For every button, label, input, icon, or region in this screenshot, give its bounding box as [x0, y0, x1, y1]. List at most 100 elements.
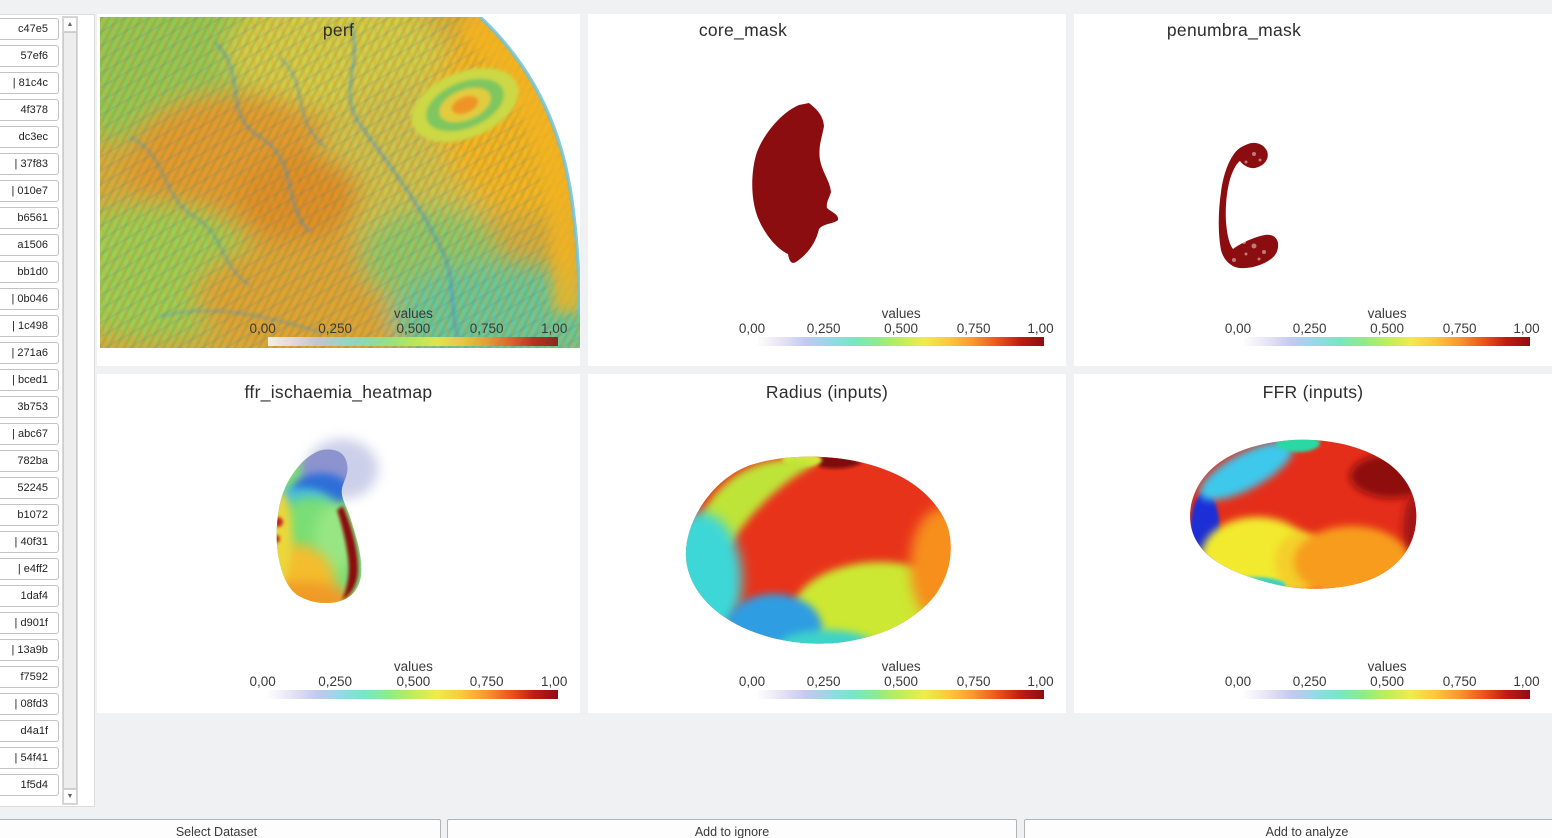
perf-render-view[interactable] [100, 17, 580, 348]
viz-panel-core-mask: core_mask values 0,00 0,250 0,500 0,750 1,00 [588, 14, 1066, 366]
color-scalebar: values 0,00 0,250 0,500 0,750 1,00 [739, 306, 1054, 346]
dataset-item[interactable]: | 37f83 [0, 153, 59, 175]
viz-panel-penumbra-mask: penumbra_mask values 0,00 0,250 0,500 0,750… [1074, 14, 1552, 366]
penumbra-mask-render-view[interactable] [1074, 14, 1552, 366]
viz-panel-radius-inputs: Radius (inputs) values 0,00 0,250 0,500 0,7… [588, 374, 1066, 713]
dataset-item[interactable]: 3b753 [0, 396, 59, 418]
viz-panel-perf: perf values 0,00 0,250 0,500 0,750 1,00 [97, 14, 580, 366]
scalebar-gradient [268, 337, 559, 346]
scalebar-tick: 0,750 [956, 674, 991, 689]
dataset-item[interactable]: | 0b046 [0, 288, 59, 310]
dataset-item[interactable]: | 08fd3 [0, 693, 59, 715]
scalebar-tick: 0,750 [1442, 674, 1477, 689]
dataset-item[interactable]: | abc67 [0, 423, 59, 445]
dataset-item[interactable]: 4f378 [0, 99, 59, 121]
scalebar-tick: 0,500 [1370, 674, 1404, 689]
panel-title: penumbra_mask [1166, 20, 1302, 40]
dataset-item[interactable]: | 1c498 [0, 315, 59, 337]
panel-title: perf [322, 20, 355, 40]
ffr-ischaemia-render-view[interactable] [97, 374, 580, 713]
dataset-item[interactable]: bb1d0 [0, 261, 59, 283]
dataset-item[interactable]: | 40f31 [0, 531, 59, 553]
scalebar-tick: 0,250 [806, 321, 841, 336]
scalebar-title: values [1367, 306, 1407, 321]
scalebar-tick: 0,00 [249, 321, 276, 336]
scalebar-tick: 1,00 [541, 674, 568, 689]
scalebar-gradient [1243, 690, 1531, 699]
dataset-item[interactable]: | 81c4c [0, 72, 59, 94]
scalebar-tick: 0,250 [318, 321, 352, 336]
viz-panel-ffr-ischaemia-heatmap: ffr_ischaemia_heatmap values 0,00 0,250 0,… [97, 374, 580, 713]
scrollbar-thumb[interactable] [63, 32, 77, 789]
scalebar-tick: 0,00 [1224, 674, 1252, 689]
dataset-item[interactable]: a1506 [0, 234, 59, 256]
scalebar-ticks: 0,00 0,250 0,500 0,750 1,00 [250, 320, 568, 336]
scalebar-tick: 1,00 [1513, 321, 1540, 336]
scalebar-tick: 1,00 [1513, 674, 1540, 689]
scalebar-ticks: 0,00 0,250 0,500 0,750 1,00 [1225, 673, 1540, 689]
dataset-item[interactable]: 57ef6 [0, 45, 59, 67]
color-scalebar: values 0,00 0,250 0,500 0,750 1,00 [250, 660, 567, 699]
panel-title: core_mask [698, 20, 788, 40]
dataset-item[interactable]: | 271a6 [0, 342, 59, 364]
dataset-item[interactable]: 1f5d4 [0, 774, 59, 796]
dataset-item[interactable]: | 13a9b [0, 639, 59, 661]
sidebar-scrollbar[interactable]: ▲ ▼ [62, 16, 78, 805]
dataset-item[interactable]: b1072 [0, 504, 59, 526]
dataset-item[interactable]: | bced1 [0, 369, 59, 391]
scalebar-tick: 0,750 [469, 321, 504, 336]
scalebar-tick: 0,750 [469, 674, 504, 689]
scalebar-gradient [1243, 337, 1531, 346]
dataset-item[interactable]: b6561 [0, 207, 59, 229]
scroll-up-icon[interactable]: ▲ [63, 17, 77, 32]
scalebar-tick: 0,250 [318, 674, 352, 689]
dataset-item[interactable]: | e4ff2 [0, 558, 59, 580]
scalebar-tick: 0,500 [884, 674, 918, 689]
add-to-ignore-button[interactable]: Add to ignore [447, 819, 1017, 838]
dataset-item[interactable]: d4a1f [0, 720, 59, 742]
dataset-item[interactable]: | d901f [0, 612, 59, 634]
scalebar-tick: 0,500 [396, 674, 431, 689]
dataset-item[interactable]: c47e5 [0, 18, 59, 40]
dataset-item[interactable]: f7592 [0, 666, 59, 688]
dataset-item[interactable]: dc3ec [0, 126, 59, 148]
dataset-item[interactable]: 52245 [0, 477, 59, 499]
ffr-inputs-render-view[interactable] [1074, 374, 1552, 713]
scalebar-tick: 1,00 [1027, 321, 1054, 336]
dataset-button-list: c47e5 57ef6 | 81c4c 4f378 dc3ec | 37f83 | 010e… [0, 16, 61, 807]
core-mask-render-view[interactable] [588, 14, 1066, 366]
dataset-item[interactable]: 1daf4 [0, 585, 59, 607]
scalebar-ticks: 0,00 0,250 0,500 0,750 1,00 [739, 673, 1054, 689]
panel-title: FFR (inputs) [1262, 382, 1364, 402]
scalebar-tick: 0,250 [1292, 321, 1327, 336]
dataset-list-sidebar: c47e5 57ef6 | 81c4c 4f378 dc3ec | 37f83 | 010e… [0, 14, 95, 807]
radius-inputs-render-view[interactable] [588, 374, 1066, 713]
scroll-down-icon[interactable]: ▼ [63, 789, 77, 804]
scalebar-title: values [881, 306, 921, 321]
scalebar-title: values [881, 659, 921, 674]
scalebar-tick: 0,00 [738, 674, 766, 689]
select-dataset-button[interactable]: Select Dataset [0, 819, 441, 838]
viz-panel-ffr-inputs: FFR (inputs) values 0,00 0,250 0,500 0,750 1… [1074, 374, 1552, 713]
scalebar-tick: 0,250 [806, 674, 841, 689]
dataset-item[interactable]: | 54f41 [0, 747, 59, 769]
scalebar-tick: 0,500 [884, 321, 918, 336]
scalebar-ticks: 0,00 0,250 0,500 0,750 1,00 [739, 320, 1054, 336]
scalebar-title: values [1367, 659, 1407, 674]
scalebar-gradient [757, 337, 1045, 346]
color-scalebar: values 0,00 0,250 0,500 0,750 1,00 [1225, 659, 1540, 699]
scalebar-title: values [393, 306, 433, 321]
scalebar-tick: 0,500 [396, 321, 431, 336]
add-to-analyze-button[interactable]: Add to analyze [1024, 819, 1552, 838]
scalebar-ticks: 0,00 0,250 0,500 0,750 1,00 [1225, 320, 1540, 336]
scalebar-tick: 1,00 [1027, 674, 1054, 689]
color-scalebar: values 0,00 0,250 0,500 0,750 1,00 [739, 659, 1054, 699]
scalebar-gradient [757, 690, 1045, 699]
scalebar-tick: 0,750 [956, 321, 991, 336]
scalebar-tick: 0,750 [1442, 321, 1477, 336]
dataset-item[interactable]: | 010e7 [0, 180, 59, 202]
dataset-item[interactable]: 782ba [0, 450, 59, 472]
scalebar-gradient [268, 690, 559, 699]
panel-title: Radius (inputs) [765, 382, 889, 402]
